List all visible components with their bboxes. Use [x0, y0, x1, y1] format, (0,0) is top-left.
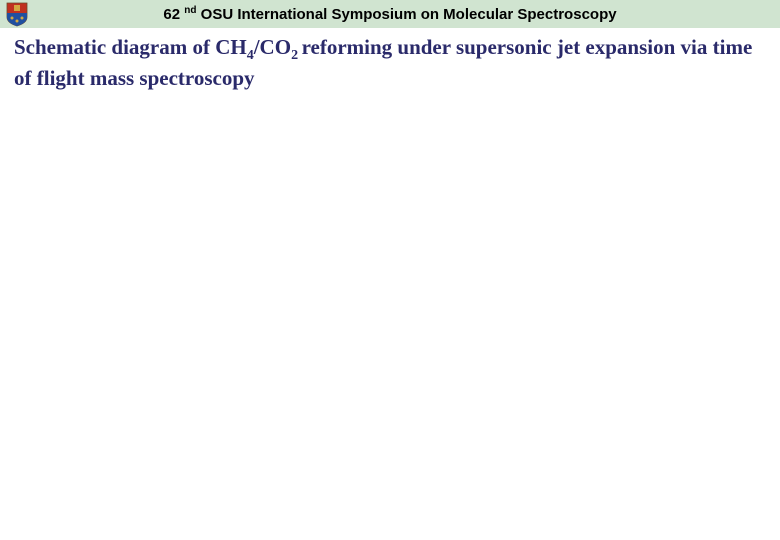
title-seg1: Schematic diagram of CH — [14, 35, 247, 59]
header-bar: 62 nd OSU International Symposium on Mol… — [0, 0, 780, 28]
header-text-super: nd — [184, 5, 196, 16]
university-shield-logo — [4, 1, 30, 27]
title-sub2: 2 — [291, 48, 302, 63]
title-area: Schematic diagram of CH4/CO2 reforming u… — [0, 28, 780, 91]
header-title: 62 nd OSU International Symposium on Mol… — [163, 5, 616, 23]
header-text-suffix: OSU International Symposium on Molecular… — [196, 6, 616, 23]
header-text-prefix: 62 — [163, 6, 184, 23]
title-seg2: /CO — [254, 35, 291, 59]
slide-title: Schematic diagram of CH4/CO2 reforming u… — [14, 34, 766, 91]
title-sub1: 4 — [247, 48, 254, 63]
